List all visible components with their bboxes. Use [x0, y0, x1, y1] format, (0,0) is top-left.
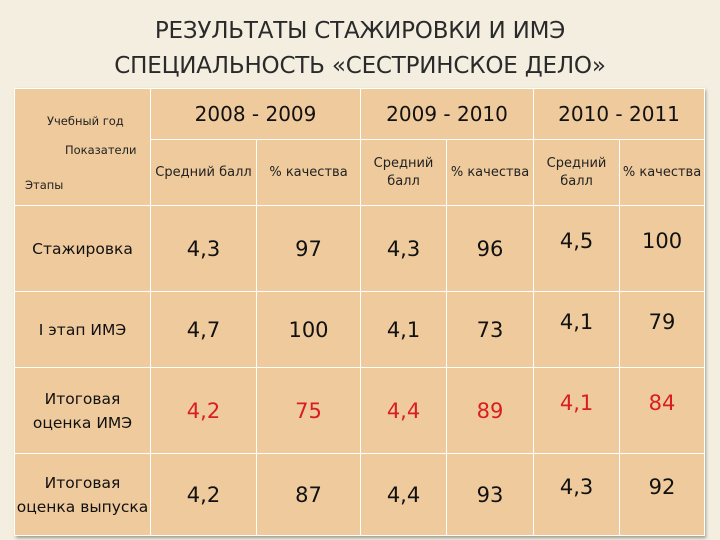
value-cell: 4,4	[360, 367, 448, 454]
year-header-2009: 2009 - 2010	[360, 88, 535, 140]
indicators-label: Показатели	[65, 143, 137, 157]
table-row: I этап ИМЭ 4,7 100 4,1 73 4,1 79	[14, 291, 706, 368]
subheader-quality-2009: % качества	[446, 139, 535, 206]
value-cell: 4,3	[533, 453, 621, 536]
stage-cell: I этап ИМЭ	[14, 291, 151, 368]
value-cell: 4,1	[360, 291, 448, 368]
value-cell: 96	[446, 205, 535, 292]
corner-header-cell: Учебный год Показатели Этапы	[14, 88, 151, 206]
subheader-avg-2009: Средний балл	[360, 139, 448, 206]
value-cell: 100	[255, 291, 362, 368]
value-cell: 93	[446, 453, 535, 536]
title-line-1: РЕЗУЛЬТАТЫ СТАЖИРОВКИ И ИМЭ	[154, 18, 566, 44]
value-cell: 4,2	[150, 367, 257, 454]
stage-cell: Стажировка	[14, 205, 151, 292]
value-cell: 100	[619, 205, 706, 292]
header-row-years: Учебный год Показатели Этапы 2008 - 2009…	[14, 88, 706, 206]
title-line-2: СПЕЦИАЛЬНОСТЬ «СЕСТРИНСКОЕ ДЕЛО»	[114, 53, 606, 79]
year-header-2008: 2008 - 2009	[149, 88, 362, 140]
value-text: 4,5	[559, 228, 594, 253]
year-header-2010: 2010 - 2011	[533, 88, 706, 140]
header-row-metrics: Средний балл % качества Средний балл % к…	[15, 139, 706, 206]
value-text: 4,1	[559, 309, 594, 334]
results-table: Учебный год Показатели Этапы 2008 - 2009…	[14, 88, 706, 536]
value-cell: 84	[619, 367, 706, 454]
value-cell: 97	[255, 205, 362, 292]
stage-cell: Итоговая оценка выпуска	[14, 453, 151, 536]
value-text: 79	[648, 309, 676, 334]
subheader-avg-2008: Средний балл	[150, 139, 257, 206]
slide-title: РЕЗУЛЬТАТЫ СТАЖИРОВКИ И ИМЭ СПЕЦИАЛЬНОСТ…	[0, 14, 720, 84]
value-cell: 89	[446, 367, 535, 454]
value-text: 84	[648, 390, 676, 415]
value-cell: 87	[255, 453, 362, 536]
subheader-quality-2010: % качества	[619, 139, 706, 206]
subheader-avg-2010: Средний балл	[533, 139, 621, 206]
value-cell: 75	[255, 367, 362, 454]
value-cell: 4,1	[533, 367, 621, 454]
value-cell: 73	[446, 291, 535, 368]
value-cell: 4,3	[150, 205, 257, 292]
table-row: Стажировка 4,3 97 4,3 96 4,5 100	[14, 205, 706, 292]
table-row: Итоговая оценка ИМЭ 4,2 75 4,4 89 4,1 84	[14, 367, 706, 454]
table-row: Итоговая оценка выпуска 4,2 87 4,4 93 4,…	[14, 453, 706, 536]
value-cell: 4,1	[533, 291, 621, 368]
value-text: 92	[648, 474, 676, 499]
value-cell: 92	[619, 453, 706, 536]
stage-cell: Итоговая оценка ИМЭ	[14, 367, 151, 454]
subheader-quality-2008: % качества	[255, 139, 362, 206]
results-table-container: Учебный год Показатели Этапы 2008 - 2009…	[14, 88, 706, 536]
value-cell: 4,3	[360, 205, 448, 292]
value-cell: 4,5	[533, 205, 621, 292]
stages-label: Этапы	[25, 178, 64, 192]
value-cell: 4,2	[150, 453, 257, 536]
value-text: 4,3	[559, 474, 594, 499]
value-cell: 4,4	[360, 453, 448, 536]
value-cell: 79	[619, 291, 706, 368]
year-label: Учебный год	[47, 114, 124, 128]
value-text: 4,1	[559, 390, 594, 415]
value-text: 100	[641, 228, 683, 253]
value-cell: 4,7	[150, 291, 257, 368]
